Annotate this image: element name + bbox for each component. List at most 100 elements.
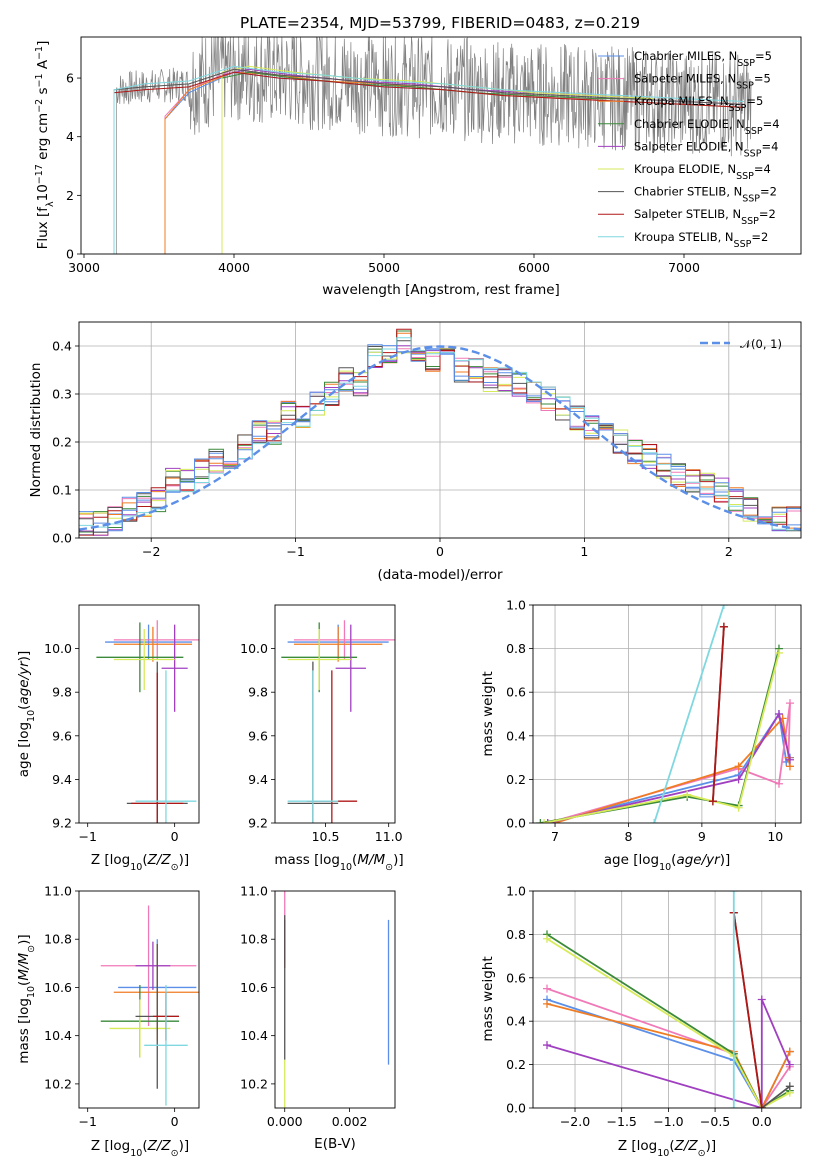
x-tick-label: 2 (725, 544, 733, 559)
y-tick-label: 9.6 (248, 728, 268, 743)
x-tick-label: 1 (580, 544, 588, 559)
weight-marker (683, 790, 692, 799)
model-line-chabrier-elodie (221, 71, 654, 254)
axes-frame (274, 604, 396, 824)
y-axis-label: age [log10(age/yr)] (16, 651, 37, 777)
axes-frame (80, 36, 802, 255)
panel-4: 7 8 9 10 0.0 0.2 0.4 0.6 0.8 1.0 (506, 598, 802, 844)
x-tick-label: −2 (142, 544, 160, 559)
weight-line-salpeter-elodie (546, 999, 791, 1108)
x-tick-label: −1.5 (607, 1114, 637, 1129)
y-tick-label: 0.0 (52, 531, 72, 546)
legend-entry: Kroupa ELODIE, NSSP=4 (634, 162, 771, 182)
y-axis-label: Flux [fλ10−17 erg cm−2 s−1 A−1] (34, 41, 56, 250)
x-tick-label: 7000 (668, 260, 700, 275)
observed-spectrum (115, 37, 752, 254)
x-axis-label: Z [log10(Z/Z⊙)] (618, 1138, 716, 1159)
x-tick-label: 7 (551, 829, 559, 844)
y-tick-label: 4 (66, 129, 74, 144)
histogram-normal-curve (79, 344, 801, 532)
y-tick-label: 6 (66, 71, 74, 86)
plot-area (281, 620, 395, 823)
x-axis-label: E(B-V) (314, 1136, 356, 1152)
y-tick-label: 9.8 (52, 685, 72, 700)
model-line-kroupa-elodie (221, 65, 655, 254)
legend-entry: 𝒩(0, 1) (740, 337, 782, 351)
panel-0: 3000 4000 5000 6000 7000 0 2 4 6 (66, 36, 802, 275)
legend-entry: Salpeter MILES, NSSP=5 (634, 72, 771, 92)
weight-marker (719, 622, 728, 631)
y-axis-label: mass [log10(M/M⊙)] (16, 934, 37, 1063)
y-tick-label: 0.6 (506, 970, 526, 985)
weight-line-kroupa-stelib (653, 605, 725, 823)
x-axis-label: Z [log10(Z/Z⊙)] (91, 1138, 189, 1159)
x-tick-label: 6000 (518, 260, 550, 275)
plot-area (96, 620, 199, 823)
weight-line-kroupa-elodie (546, 937, 791, 1108)
legend-entry: Chabrier STELIB, NSSP=2 (634, 185, 777, 205)
plot-area (533, 605, 801, 823)
x-tick-label: −1 (78, 1114, 96, 1129)
weight-marker (785, 755, 794, 764)
y-tick-label: 9.4 (248, 772, 268, 787)
y-tick-label: 0.8 (506, 927, 526, 942)
axes-frame (532, 890, 802, 1109)
axes-frame (274, 890, 396, 1109)
y-tick-label: 1.0 (506, 884, 526, 899)
model-line-kroupa-stelib (113, 65, 745, 254)
x-axis-label: Z [log10(Z/Z⊙)] (91, 852, 189, 873)
x-tick-label: 0.0 (752, 1114, 772, 1129)
weight-line-salpeter-stelib (732, 912, 763, 1108)
x-tick-label: 0 (171, 1114, 179, 1129)
y-tick-label: 0.4 (506, 728, 526, 743)
plot-area (284, 891, 390, 1108)
y-tick-label: 10.8 (44, 932, 72, 947)
weight-marker (785, 1060, 794, 1069)
y-tick-label: 11.0 (44, 884, 72, 899)
weight-marker (719, 605, 728, 609)
weight-marker (543, 1041, 552, 1050)
x-tick-label: 4000 (218, 260, 250, 275)
chart-title: PLATE=2354, MJD=53799, FIBERID=0483, z=0… (240, 14, 640, 32)
y-tick-label: 9.4 (52, 772, 72, 787)
y-tick-label: 0 (66, 247, 74, 262)
weight-line-salpeter-elodie (547, 711, 791, 823)
weight-marker (734, 803, 743, 812)
y-tick-label: 0.2 (52, 435, 72, 450)
weight-marker (757, 995, 766, 1004)
x-tick-label: 8 (624, 829, 632, 844)
x-axis-label: mass [log10(M/M⊙)] (274, 852, 403, 873)
plot-area (113, 37, 752, 254)
y-tick-label: 0.6 (506, 685, 526, 700)
x-tick-label: −1 (78, 829, 96, 844)
y-tick-label: 10.0 (240, 641, 268, 656)
weight-marker (540, 819, 549, 823)
x-axis-label: wavelength [Angstrom, rest frame] (322, 282, 560, 298)
y-tick-label: 10.2 (44, 1076, 72, 1091)
y-axis-label: mass weight (480, 671, 496, 756)
y-tick-label: 9.2 (248, 816, 268, 831)
y-tick-label: 9.2 (52, 816, 72, 831)
x-tick-label: −1.0 (653, 1114, 683, 1129)
panel-3: 10.5 11.0 9.2 9.4 9.6 9.8 10.0 (240, 604, 403, 844)
weight-marker (543, 934, 552, 943)
x-tick-label: 9 (698, 829, 706, 844)
axes-frame (532, 604, 802, 824)
x-tick-label: 0.002 (332, 1114, 368, 1129)
weight-marker (774, 648, 783, 657)
weight-marker (774, 710, 783, 718)
y-tick-label: 0.4 (506, 1014, 526, 1029)
y-tick-label: 0.0 (506, 1101, 526, 1116)
y-tick-label: 10.8 (240, 932, 268, 947)
weight-line-kroupa-miles (554, 716, 791, 823)
x-tick-label: 3000 (68, 260, 100, 275)
x-tick-label: −1 (286, 544, 304, 559)
y-tick-label: 0.0 (506, 816, 526, 831)
y-tick-label: 0.3 (52, 387, 72, 402)
x-axis-label: age [log10(age/yr)] (604, 852, 730, 873)
legend-entry: Kroupa STELIB, NSSP=2 (634, 230, 768, 250)
panel-7: −2.0 −1.5 −1.0 −0.5 0.0 0.0 0.2 0.4 0.6 0.8 1.0 (506, 884, 802, 1129)
x-tick-label: 10.5 (312, 829, 340, 844)
legend-entry: Salpeter ELODIE, NSSP=4 (634, 139, 778, 159)
